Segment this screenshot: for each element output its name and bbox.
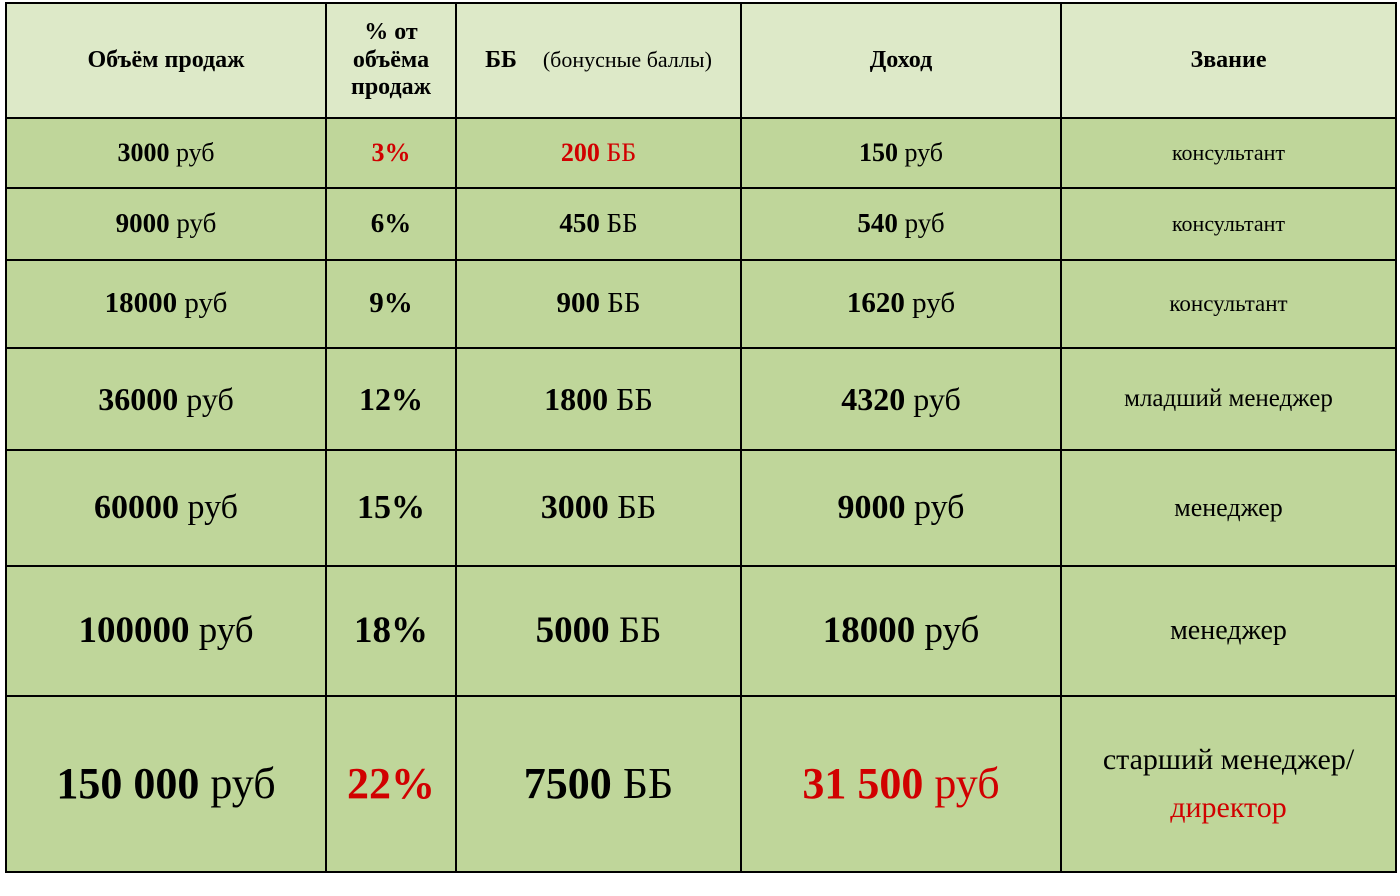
cell-bb: 450 ББ (456, 188, 741, 260)
cell-sales: 9000 руб (6, 188, 326, 260)
cell-sales: 3000 руб (6, 118, 326, 188)
cell-title: консультант (1061, 188, 1396, 260)
cell-title: старший менеджер/директор (1061, 696, 1396, 872)
cell-percent: 15% (326, 450, 456, 566)
cell-income: 540 руб (741, 188, 1061, 260)
compensation-table: Объём продаж % от объёма продаж ББ (бону… (5, 2, 1397, 873)
cell-percent: 3% (326, 118, 456, 188)
cell-income: 18000 руб (741, 566, 1061, 696)
cell-sales: 100000 руб (6, 566, 326, 696)
cell-sales: 36000 руб (6, 348, 326, 450)
table-row: 18000 руб9%900 ББ1620 рубконсультант (6, 260, 1396, 348)
cell-income: 31 500 руб (741, 696, 1061, 872)
cell-title: консультант (1061, 118, 1396, 188)
cell-bb: 1800 ББ (456, 348, 741, 450)
cell-title: менеджер (1061, 450, 1396, 566)
header-percent: % от объёма продаж (326, 3, 456, 118)
cell-percent: 18% (326, 566, 456, 696)
cell-title: младший менеджер (1061, 348, 1396, 450)
cell-sales: 150 000 руб (6, 696, 326, 872)
cell-bb: 3000 ББ (456, 450, 741, 566)
cell-percent: 22% (326, 696, 456, 872)
table-row: 60000 руб15%3000 ББ9000 рубменеджер (6, 450, 1396, 566)
cell-sales: 18000 руб (6, 260, 326, 348)
header-income: Доход (741, 3, 1061, 118)
cell-percent: 6% (326, 188, 456, 260)
table-row: 100000 руб18%5000 ББ18000 рубменеджер (6, 566, 1396, 696)
header-title: Звание (1061, 3, 1396, 118)
header-bb: ББ (бонусные баллы) (456, 3, 741, 118)
cell-title: менеджер (1061, 566, 1396, 696)
cell-bb: 7500 ББ (456, 696, 741, 872)
cell-percent: 9% (326, 260, 456, 348)
header-sales: Объём продаж (6, 3, 326, 118)
cell-bb: 200 ББ (456, 118, 741, 188)
cell-title: консультант (1061, 260, 1396, 348)
table-row: 150 000 руб22%7500 ББ31 500 рубстарший м… (6, 696, 1396, 872)
table-row: 36000 руб12%1800 ББ4320 рубмладший менед… (6, 348, 1396, 450)
table-row: 9000 руб6%450 ББ540 рубконсультант (6, 188, 1396, 260)
cell-bb: 5000 ББ (456, 566, 741, 696)
table-row: 3000 руб3%200 ББ150 рубконсультант (6, 118, 1396, 188)
cell-income: 9000 руб (741, 450, 1061, 566)
cell-bb: 900 ББ (456, 260, 741, 348)
cell-income: 150 руб (741, 118, 1061, 188)
cell-percent: 12% (326, 348, 456, 450)
cell-sales: 60000 руб (6, 450, 326, 566)
cell-income: 1620 руб (741, 260, 1061, 348)
cell-income: 4320 руб (741, 348, 1061, 450)
